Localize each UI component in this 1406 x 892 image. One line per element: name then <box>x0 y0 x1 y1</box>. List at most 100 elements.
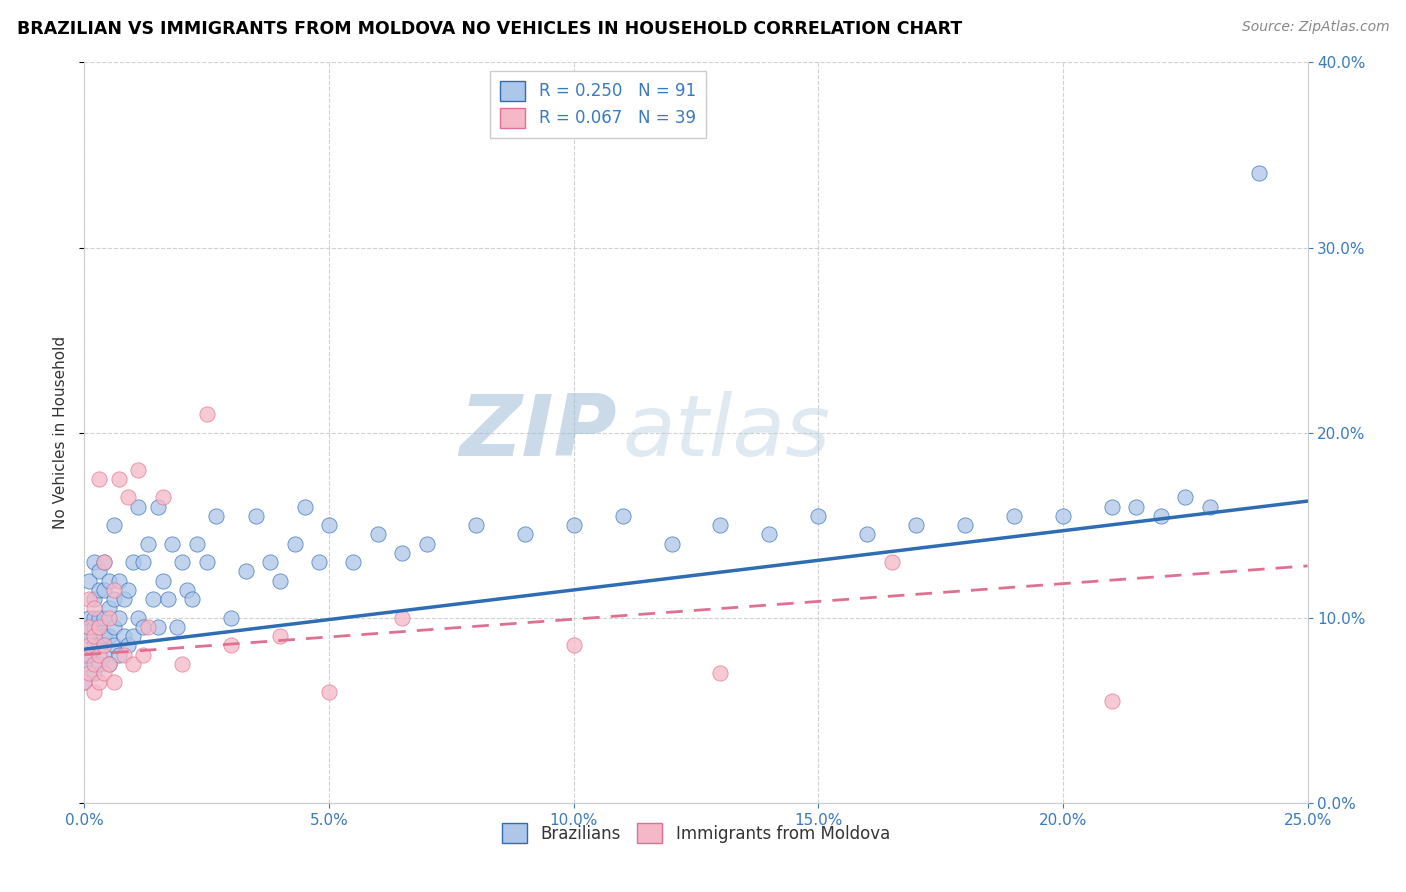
Point <box>1247 166 1270 180</box>
Point <box>219 610 242 624</box>
Point <box>146 500 169 514</box>
Point <box>77 592 100 607</box>
Point <box>77 610 100 624</box>
Legend: Brazilians, Immigrants from Moldova: Brazilians, Immigrants from Moldova <box>495 816 897 850</box>
Point <box>1101 500 1123 514</box>
Point <box>97 657 120 671</box>
Point <box>112 648 135 662</box>
Point <box>513 527 536 541</box>
Point <box>93 629 115 643</box>
Point <box>103 582 125 597</box>
Text: ZIP: ZIP <box>458 391 616 475</box>
Point <box>1198 500 1220 514</box>
Point <box>112 629 135 643</box>
Point <box>245 508 267 523</box>
Point <box>83 620 105 634</box>
Point <box>562 639 585 653</box>
Point <box>1150 508 1173 523</box>
Point <box>172 657 194 671</box>
Point <box>83 639 105 653</box>
Point <box>87 582 110 597</box>
Point <box>83 657 105 671</box>
Point <box>195 555 218 569</box>
Point <box>166 620 188 634</box>
Point <box>318 518 340 533</box>
Point <box>77 574 100 588</box>
Point <box>181 592 204 607</box>
Point <box>856 527 879 541</box>
Point <box>103 592 125 607</box>
Point <box>269 629 291 643</box>
Point <box>73 657 96 671</box>
Point <box>87 472 110 486</box>
Point <box>117 582 139 597</box>
Point <box>103 639 125 653</box>
Point <box>117 491 139 505</box>
Point <box>205 508 228 523</box>
Point <box>103 518 125 533</box>
Point <box>1052 508 1074 523</box>
Text: atlas: atlas <box>623 391 831 475</box>
Point <box>152 491 174 505</box>
Point <box>186 536 208 550</box>
Point <box>112 592 135 607</box>
Point <box>758 527 780 541</box>
Point <box>294 500 316 514</box>
Point <box>83 666 105 681</box>
Point <box>77 666 100 681</box>
Point <box>87 610 110 624</box>
Point <box>83 555 105 569</box>
Point <box>127 462 149 476</box>
Point <box>83 629 105 643</box>
Point <box>87 657 110 671</box>
Point <box>97 610 120 624</box>
Point <box>1125 500 1147 514</box>
Point <box>284 536 307 550</box>
Point <box>152 574 174 588</box>
Point <box>219 639 242 653</box>
Point <box>132 648 155 662</box>
Point <box>464 518 486 533</box>
Point <box>122 629 145 643</box>
Point <box>77 620 100 634</box>
Point <box>117 639 139 653</box>
Point <box>122 555 145 569</box>
Point <box>146 620 169 634</box>
Point <box>367 527 389 541</box>
Point <box>416 536 439 550</box>
Point <box>77 639 100 653</box>
Point <box>953 518 976 533</box>
Point <box>807 508 830 523</box>
Point <box>562 518 585 533</box>
Point <box>122 657 145 671</box>
Point <box>97 601 120 615</box>
Point <box>77 629 100 643</box>
Point <box>162 536 184 550</box>
Point <box>318 685 340 699</box>
Point <box>127 610 149 624</box>
Point <box>93 582 115 597</box>
Point <box>73 648 96 662</box>
Point <box>709 518 731 533</box>
Point <box>103 675 125 690</box>
Point <box>87 620 110 634</box>
Point <box>73 675 96 690</box>
Point <box>172 555 194 569</box>
Point <box>136 536 159 550</box>
Point <box>107 610 129 624</box>
Point <box>83 601 105 615</box>
Point <box>77 648 100 662</box>
Point <box>97 629 120 643</box>
Point <box>93 648 115 662</box>
Point <box>87 565 110 579</box>
Point <box>709 666 731 681</box>
Point <box>661 536 683 550</box>
Point <box>83 592 105 607</box>
Point <box>103 620 125 634</box>
Point <box>87 648 110 662</box>
Point <box>127 500 149 514</box>
Point <box>1174 491 1197 505</box>
Point <box>269 574 291 588</box>
Point <box>905 518 928 533</box>
Y-axis label: No Vehicles in Household: No Vehicles in Household <box>53 336 69 529</box>
